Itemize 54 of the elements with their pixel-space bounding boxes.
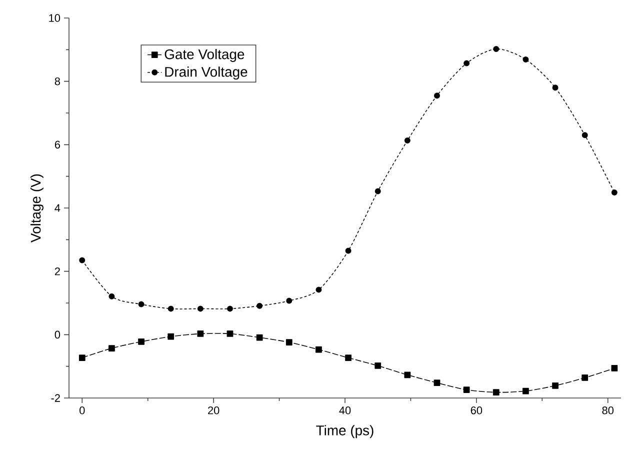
point bbox=[168, 306, 174, 312]
y-tick-label: 10 bbox=[49, 14, 60, 22]
point bbox=[78, 354, 86, 361]
point bbox=[226, 330, 234, 337]
point bbox=[138, 301, 144, 308]
y-tick-label: 8 bbox=[54, 77, 60, 86]
point bbox=[434, 92, 440, 99]
point bbox=[197, 330, 204, 337]
point bbox=[611, 365, 618, 372]
point bbox=[345, 354, 352, 361]
point bbox=[522, 56, 529, 62]
point bbox=[345, 248, 352, 254]
x-axis-title: Time (ps) bbox=[316, 425, 374, 438]
point bbox=[108, 345, 115, 352]
point bbox=[582, 374, 588, 381]
point bbox=[108, 293, 115, 300]
point bbox=[286, 298, 292, 304]
point bbox=[552, 84, 558, 91]
point bbox=[492, 389, 500, 396]
y-axis-title: Voltage (V) bbox=[30, 174, 44, 242]
point bbox=[197, 306, 204, 312]
point bbox=[316, 286, 322, 293]
point bbox=[79, 257, 86, 264]
point bbox=[404, 138, 410, 144]
point bbox=[493, 46, 500, 52]
y-tick-label: 6 bbox=[54, 140, 60, 149]
y-tick-label: 0 bbox=[54, 330, 60, 339]
y-tick-label: 2 bbox=[54, 268, 60, 276]
point bbox=[582, 132, 588, 138]
point bbox=[286, 339, 292, 346]
point bbox=[404, 372, 411, 378]
legend-label: Drain Voltage bbox=[165, 66, 248, 80]
y-tick-label: -2 bbox=[51, 394, 60, 402]
point bbox=[611, 189, 618, 196]
point bbox=[464, 60, 470, 66]
point bbox=[256, 334, 263, 341]
x-tick-label: 20 bbox=[208, 406, 220, 414]
point bbox=[227, 306, 233, 312]
point bbox=[522, 388, 529, 394]
x-tick-label: 0 bbox=[80, 406, 85, 414]
point bbox=[374, 188, 381, 194]
point bbox=[138, 338, 144, 345]
point bbox=[434, 380, 440, 386]
legend-label: Gate Voltage bbox=[164, 48, 244, 62]
point bbox=[168, 333, 174, 340]
point bbox=[316, 346, 322, 353]
x-tick-label: 40 bbox=[339, 406, 351, 414]
point bbox=[463, 386, 470, 393]
y-tick-label: 4 bbox=[54, 204, 60, 212]
x-tick-label: 60 bbox=[470, 406, 482, 414]
point bbox=[256, 302, 263, 309]
x-tick-label: 80 bbox=[602, 406, 614, 414]
point bbox=[552, 382, 558, 389]
point bbox=[374, 362, 382, 369]
